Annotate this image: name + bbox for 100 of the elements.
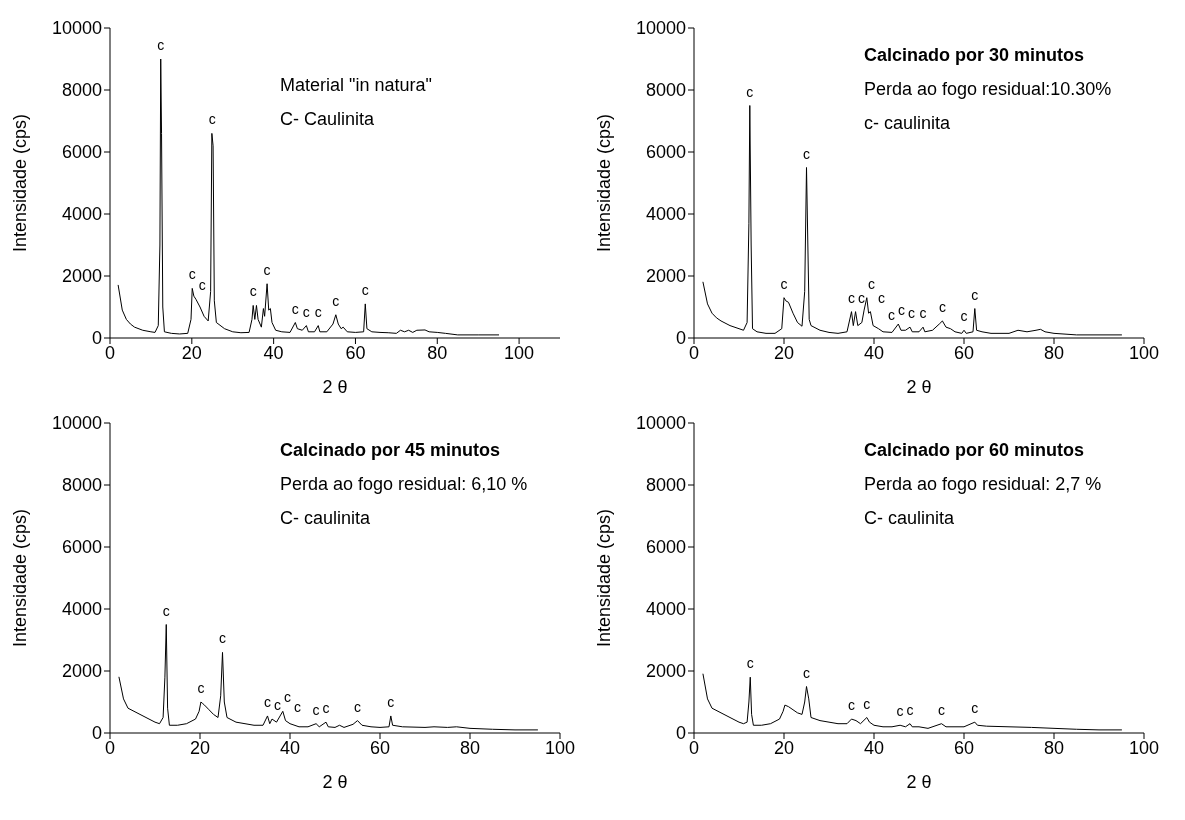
annotation: c: [803, 145, 810, 162]
annotation: c: [971, 286, 979, 303]
x-tick-label: 40: [263, 342, 284, 363]
annotation: c: [938, 298, 946, 315]
x-tick-label: 40: [279, 737, 301, 758]
annotation: c: [188, 266, 196, 283]
x-axis-title: 2 θ: [322, 377, 348, 397]
y-tick-label: 0: [675, 328, 686, 349]
annotation: Perda ao fogo residual: 2,7 %: [864, 473, 1102, 496]
x-tick-label: 100: [1128, 737, 1160, 758]
y-tick-label: 0: [91, 723, 102, 744]
y-tick-label: 8000: [645, 80, 686, 101]
y-tick-label: 0: [91, 328, 102, 349]
y-tick-label: 0: [675, 723, 686, 744]
annotation: c: [249, 283, 257, 300]
y-tick-label: 10000: [635, 18, 686, 39]
x-tick-label: 100: [544, 737, 576, 758]
annotation: c: [906, 701, 914, 718]
x-axis-title: 2 θ: [906, 377, 932, 397]
x-tick-label: 100: [1128, 342, 1160, 363]
annotation: c: [848, 697, 855, 714]
y-tick-label: 4000: [61, 204, 102, 225]
x-tick-label: 0: [104, 342, 116, 363]
y-tick-label: 10000: [51, 413, 102, 434]
x-tick-label: 100: [504, 342, 535, 363]
annotation: c: [387, 693, 395, 710]
annotation: c: [896, 703, 904, 720]
annotation: c: [264, 693, 271, 710]
x-axis-title: 2 θ: [322, 772, 348, 792]
annotation: c: [198, 277, 206, 294]
x-tick-label: 60: [953, 342, 975, 363]
y-tick-label: 8000: [61, 475, 102, 496]
annotation: c: [971, 700, 979, 717]
y-tick-label: 2000: [645, 266, 686, 287]
annotation: c: [780, 275, 788, 292]
text: Calcinado por 60 minutos: [864, 439, 1086, 462]
annotation: c: [878, 289, 885, 306]
annotation: C- Caulinita: [280, 108, 376, 131]
annotation: Material "in natura": [280, 74, 432, 97]
y-axis-title: Intensidade (cps): [10, 508, 31, 648]
annotation: c: [868, 275, 875, 292]
annotation: c: [302, 303, 310, 320]
y-tick-label: 4000: [61, 599, 102, 620]
x-tick-label: 0: [688, 737, 700, 758]
y-tick-label: 2000: [61, 266, 102, 287]
annotation: c: [908, 305, 915, 322]
annotation: c: [858, 289, 865, 306]
x-tick-label: 0: [688, 342, 700, 363]
annotation: c: [848, 289, 855, 306]
y-tick-label: 4000: [645, 204, 686, 225]
x-tick-label: 20: [773, 342, 795, 363]
x-tick-label: 60: [369, 737, 391, 758]
annotation: c: [197, 680, 205, 696]
annotation: c: [803, 664, 810, 681]
y-tick-label: 4000: [645, 599, 686, 620]
y-tick-label: 8000: [645, 475, 686, 496]
annotation: C- caulinita: [864, 507, 956, 530]
x-tick-label: 20: [189, 737, 211, 758]
annotation: Perda ao fogo residual:10.30%: [864, 78, 1112, 101]
y-axis-title: Intensidade (cps): [594, 508, 615, 648]
x-axis-title: 2 θ: [906, 772, 932, 792]
annotation: c: [314, 303, 322, 320]
x-tick-label: 60: [345, 342, 366, 363]
annotation: c: [354, 698, 361, 715]
annotation: c: [361, 281, 369, 298]
y-tick-label: 2000: [61, 661, 102, 682]
annotation: c: [746, 83, 754, 100]
annotation: c: [294, 698, 301, 715]
annotation: c: [919, 305, 927, 322]
text: Calcinado por 30 minutos: [864, 44, 1086, 67]
text: Calcinado por 45 minutos: [280, 439, 502, 462]
annotation: c: [157, 37, 165, 53]
y-tick-label: 6000: [61, 142, 102, 163]
annotation: c: [284, 689, 291, 706]
annotation: c: [863, 695, 871, 712]
x-tick-label: 80: [1043, 342, 1065, 363]
y-tick-label: 6000: [645, 142, 686, 163]
y-tick-label: 2000: [645, 661, 686, 682]
annotation: Perda ao fogo residual: 6,10 %: [280, 473, 528, 496]
annotation: c: [960, 308, 968, 325]
y-axis-title: Intensidade (cps): [10, 113, 31, 253]
annotation: c: [162, 602, 170, 619]
annotation: c: [263, 261, 271, 278]
annotation: c: [888, 306, 895, 323]
x-tick-label: 40: [863, 342, 885, 363]
annotation: c: [332, 292, 340, 309]
x-tick-label: 0: [104, 737, 116, 758]
annotation: c: [746, 655, 754, 672]
y-tick-label: 6000: [61, 537, 102, 558]
x-tick-label: 20: [181, 342, 202, 363]
y-tick-label: 6000: [645, 537, 686, 558]
y-axis-title: Intensidade (cps): [594, 113, 615, 253]
annotation: c: [322, 700, 330, 717]
x-tick-label: 80: [1043, 737, 1065, 758]
y-tick-label: 8000: [61, 80, 102, 101]
annotation: c: [274, 697, 281, 714]
x-tick-label: 40: [863, 737, 885, 758]
y-tick-label: 10000: [51, 18, 102, 39]
annotation: c: [291, 300, 299, 317]
x-tick-label: 60: [953, 737, 975, 758]
